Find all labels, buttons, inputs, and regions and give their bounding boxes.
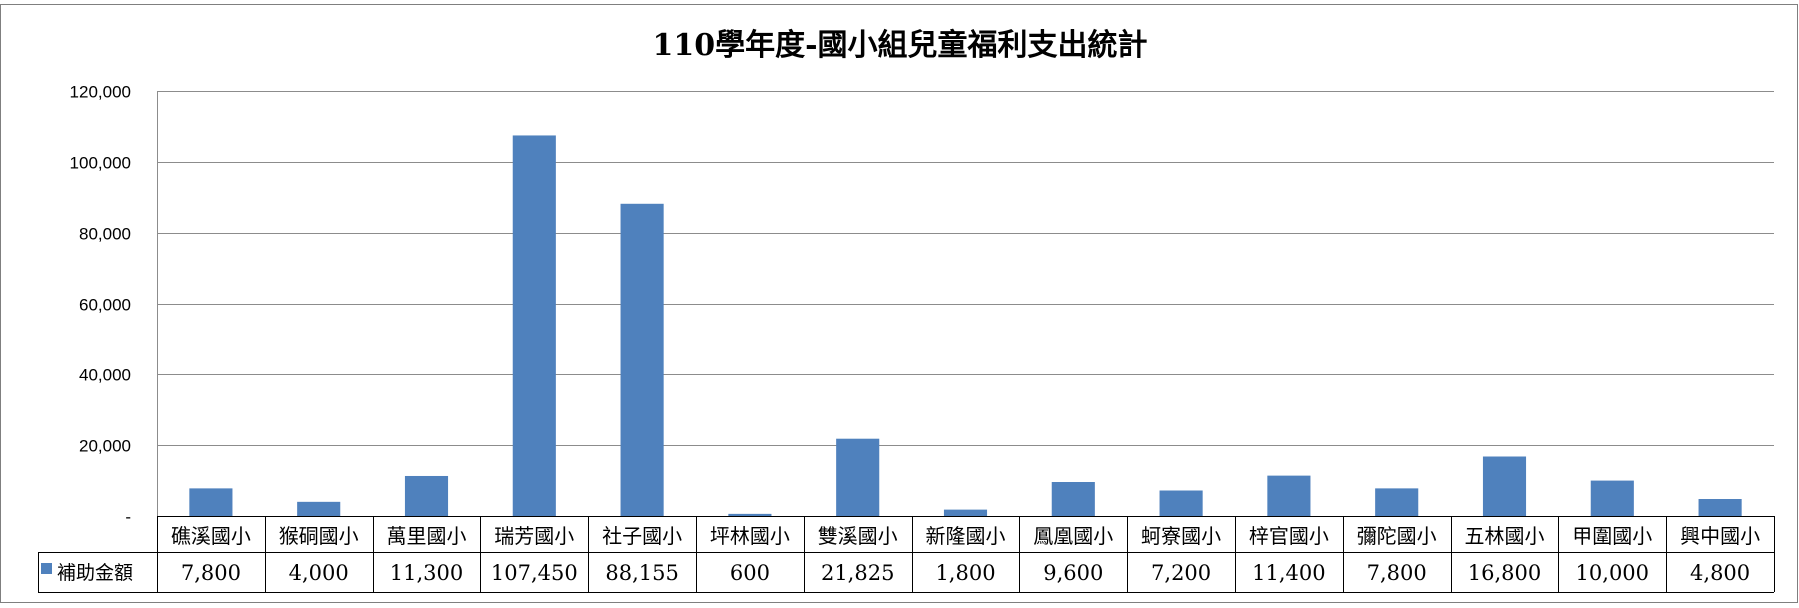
data-table-value: 7,800 xyxy=(181,561,241,585)
chart-area-border xyxy=(0,4,1798,603)
data-table-value: 11,300 xyxy=(390,561,463,585)
bar xyxy=(836,438,880,516)
bar xyxy=(620,203,664,517)
data-table-value: 4,800 xyxy=(1690,561,1750,585)
data-table-value: 4,000 xyxy=(289,561,349,585)
category-label: 礁溪國小 xyxy=(171,524,251,548)
bar xyxy=(512,135,556,516)
bar xyxy=(728,513,772,516)
bar xyxy=(1051,482,1095,516)
y-tick-label: 60,000 xyxy=(79,296,131,315)
data-table-value: 9,600 xyxy=(1043,561,1103,585)
y-tick-label: 120,000 xyxy=(70,83,131,102)
data-table-value: 7,800 xyxy=(1367,561,1427,585)
category-label: 社子國小 xyxy=(602,524,682,548)
bar xyxy=(1267,475,1311,516)
bar xyxy=(1590,480,1634,516)
category-label: 猴硐國小 xyxy=(279,524,359,548)
y-tick-label: 20,000 xyxy=(79,437,131,456)
y-tick-label: 100,000 xyxy=(70,154,131,173)
category-label: 鳳凰國小 xyxy=(1033,524,1113,548)
data-table: 礁溪國小 7,800 猴硐國小 4,000 萬里國小 11,300 瑞芳國小 107,450 社… xyxy=(38,516,1775,593)
category-label: 新隆國小 xyxy=(926,524,1006,548)
category-label: 甲圍國小 xyxy=(1572,524,1652,548)
data-table-value: 16,800 xyxy=(1468,561,1541,585)
bar xyxy=(943,509,988,516)
data-table-value: 21,825 xyxy=(821,561,894,585)
y-tick-label: - xyxy=(125,508,131,527)
bar xyxy=(404,475,449,516)
legend-swatch xyxy=(41,563,52,574)
category-label: 雙溪國小 xyxy=(818,524,898,548)
data-table-value: 600 xyxy=(730,561,770,585)
category-label: 梓官國小 xyxy=(1249,524,1329,548)
category-label: 彌陀國小 xyxy=(1357,524,1437,548)
bar xyxy=(297,501,341,516)
gridlines xyxy=(157,91,1774,516)
data-table-value: 1,800 xyxy=(935,561,995,585)
data-table-value: 107,450 xyxy=(491,561,578,585)
data-table-value: 10,000 xyxy=(1576,561,1649,585)
legend-label: 補助金額 xyxy=(57,562,133,584)
data-table-value: 7,200 xyxy=(1151,561,1211,585)
category-label: 坪林國小 xyxy=(710,524,790,548)
y-axis-ticks: - 20,000 40,000 60,000 80,000 100,000 120,000 xyxy=(70,83,131,527)
category-label: 蚵寮國小 xyxy=(1141,524,1221,548)
data-table-value: 11,400 xyxy=(1252,561,1325,585)
bar xyxy=(1375,488,1419,516)
bar xyxy=(189,488,233,516)
bar xyxy=(1159,490,1203,516)
bar xyxy=(1698,499,1742,516)
category-label: 萬里國小 xyxy=(387,524,467,548)
y-tick-label: 40,000 xyxy=(79,366,131,385)
data-table-value: 88,155 xyxy=(605,561,678,585)
category-label: 五林國小 xyxy=(1465,524,1545,548)
bar xyxy=(1482,456,1527,516)
chart-title: 110學年度-國小組兒童福利支出統計 xyxy=(652,28,1147,63)
bars xyxy=(189,135,1742,517)
category-label: 瑞芳國小 xyxy=(494,524,574,548)
category-label: 興中國小 xyxy=(1680,524,1760,548)
y-tick-label: 80,000 xyxy=(79,225,131,244)
